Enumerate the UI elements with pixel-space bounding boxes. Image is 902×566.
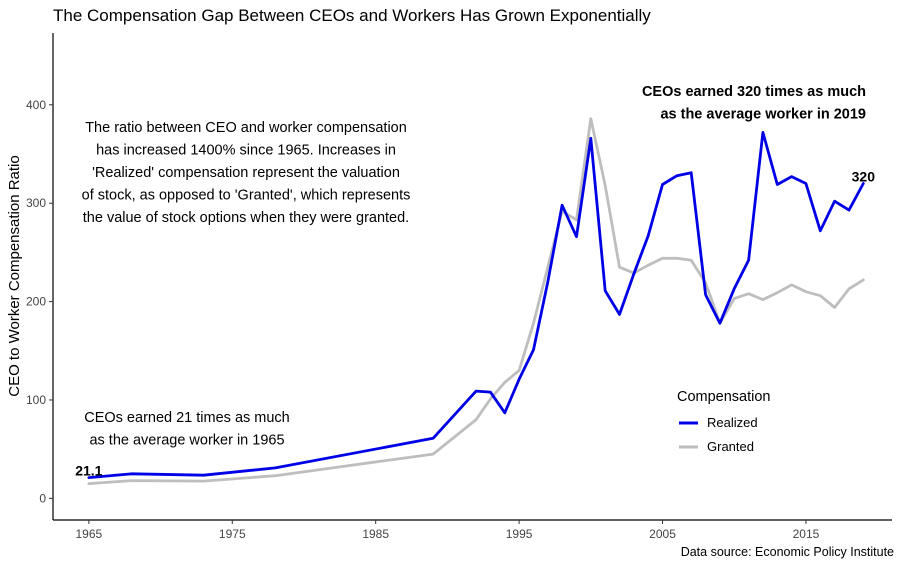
x-tick-label: 2015 <box>793 527 820 541</box>
summary-annotation-line: the value of stock options when they wer… <box>83 210 409 226</box>
y-tick-label: 400 <box>26 98 46 112</box>
start-value-label: 21.1 <box>75 463 102 479</box>
legend-entry-realized: Realized <box>707 415 758 430</box>
end-annotation-line: CEOs earned 320 times as much <box>642 84 866 100</box>
x-tick-label: 1975 <box>219 527 246 541</box>
series-layer <box>87 117 865 486</box>
summary-annotation-line: 'Realized' compensation represent the va… <box>92 165 400 181</box>
x-tick-label: 1965 <box>76 527 103 541</box>
end-value-label: 320 <box>852 169 876 185</box>
summary-annotation: The ratio between CEO and worker compens… <box>82 120 411 226</box>
end-annotation-line: as the average worker in 2019 <box>660 107 866 123</box>
x-tick-label: 1995 <box>506 527 533 541</box>
chart-title: The Compensation Gap Between CEOs and Wo… <box>53 6 651 25</box>
start-annotation: CEOs earned 21 times as much as the avera… <box>84 410 290 449</box>
y-tick-label: 300 <box>26 196 46 210</box>
x-tick-label: 2005 <box>649 527 676 541</box>
y-tick-label: 100 <box>26 393 46 407</box>
data-source: Data source: Economic Policy Institute <box>681 545 894 559</box>
y-axis-label: CEO to Worker Compensation Ratio <box>6 155 23 397</box>
legend-entry-granted: Granted <box>707 439 754 454</box>
legend: Compensation Realized Granted <box>677 389 771 454</box>
y-tick-label: 200 <box>26 295 46 309</box>
x-tick-label: 1985 <box>362 527 389 541</box>
start-annotation-line: as the average worker in 1965 <box>89 433 284 449</box>
axes: 0 100 200 300 400 1965 1975 1985 1995 2005 2015 <box>26 33 892 541</box>
end-annotation: CEOs earned 320 times as much as the aver… <box>642 84 866 123</box>
series-line-realized <box>87 130 865 480</box>
summary-annotation-line: The ratio between CEO and worker compens… <box>85 120 407 136</box>
start-annotation-line: CEOs earned 21 times as much <box>84 410 290 426</box>
summary-annotation-line: has increased 1400% since 1965. Increase… <box>96 143 396 159</box>
y-tick-label: 0 <box>39 491 46 505</box>
legend-title: Compensation <box>677 389 771 405</box>
summary-annotation-line: of stock, as opposed to 'Granted', which… <box>82 188 411 204</box>
